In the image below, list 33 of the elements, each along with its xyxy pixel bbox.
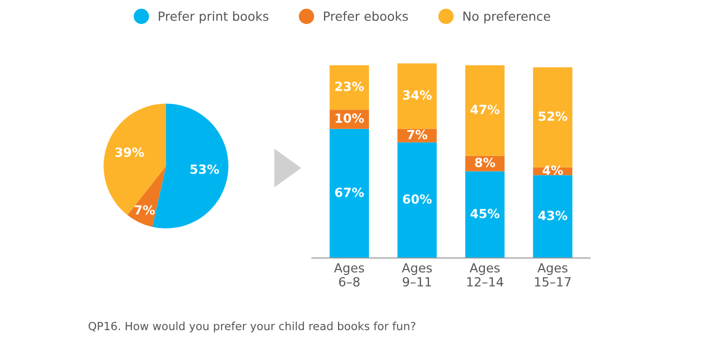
x-tick-label: Ages 15–17 [535,263,571,287]
legend-label: Prefer ebooks [324,11,408,21]
data-label: 52% [538,111,568,121]
x-tick-label: Ages 9–11 [402,263,432,287]
data-label: 4% [542,165,563,175]
bar [330,65,369,110]
pie-slice [104,104,166,216]
bar [533,175,572,258]
data-label: 23% [335,82,364,92]
data-label: 45% [470,208,500,218]
pie-slice [127,166,166,227]
data-label: 43% [538,210,568,220]
data-label: 53% [190,164,220,174]
bar [330,128,369,258]
bar [533,67,572,168]
data-label: 7% [407,130,428,140]
data-label: 47% [470,104,500,114]
data-label: 39% [115,148,144,157]
bar [465,171,505,258]
bar [397,63,437,129]
legend-label: No preference [463,11,550,24]
bar [465,65,505,156]
data-label: 60% [402,194,432,204]
data-label: 10% [336,113,364,123]
legend-label: Prefer print books [158,11,268,24]
data-label: 8% [475,158,496,168]
x-tick-label: Ages 6–8 [334,263,364,287]
x-tick-label: Ages 12–14 [467,263,504,286]
text: QP16. How would you prefer your child read books for fun? [88,322,416,332]
data-label: 67% [335,188,364,198]
data-label: 34% [402,90,432,100]
data-label: 7% [134,205,155,215]
bar [397,142,437,258]
